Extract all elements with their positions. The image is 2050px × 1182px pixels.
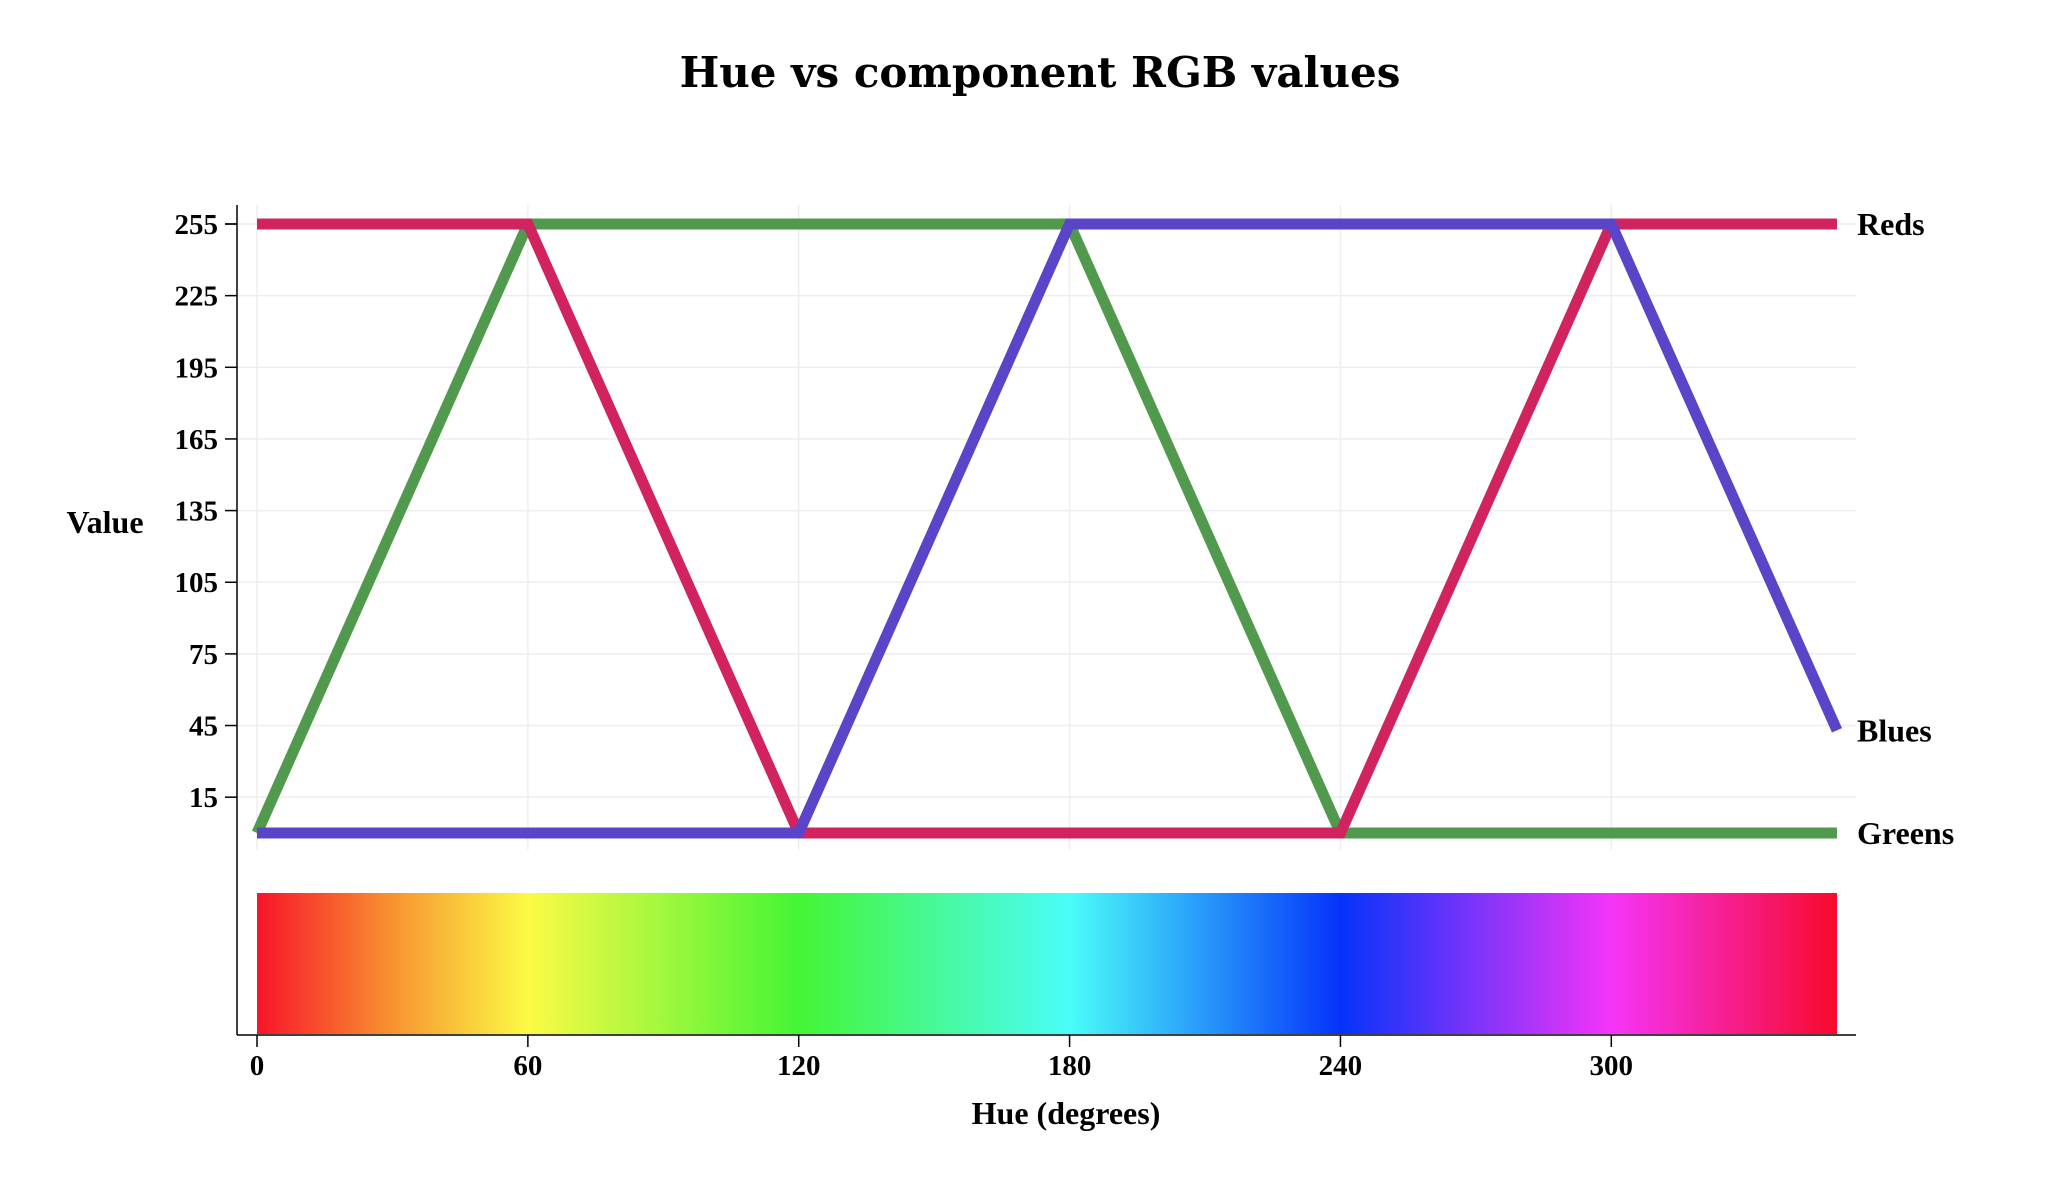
series-label-reds: Reds [1857, 206, 1925, 242]
x-tick-labels: 0 60 120 180 240 300 [250, 1050, 1633, 1082]
chart-title: Hue vs component RGB values [680, 48, 1401, 97]
y-tick-label: 45 [189, 711, 218, 743]
x-tick-label: 300 [1590, 1050, 1634, 1082]
y-tick-label: 165 [175, 424, 219, 456]
x-tick-label: 180 [1048, 1050, 1092, 1082]
hue-gradient-bar [257, 893, 1837, 1034]
x-tick-label: 240 [1319, 1050, 1363, 1082]
y-tick-labels: 15 45 75 105 135 165 195 225 255 [175, 209, 219, 814]
y-tick-label: 225 [175, 281, 219, 313]
y-tick-label: 75 [189, 639, 218, 671]
y-tick-label: 255 [175, 209, 219, 241]
series-labels: Reds Greens Blues [1857, 206, 1954, 851]
hue-gradient-rect [257, 893, 1837, 1034]
axes [225, 205, 1856, 1047]
y-tick-label: 15 [189, 782, 218, 814]
x-tick-label: 120 [777, 1050, 821, 1082]
series-lines [251, 218, 1843, 839]
series-label-blues: Blues [1857, 712, 1932, 748]
series-line-greens [251, 218, 1837, 839]
x-tick-label: 0 [250, 1050, 265, 1082]
y-axis-label: Value [66, 504, 143, 540]
y-tick-label: 195 [175, 352, 219, 384]
grid [237, 205, 1856, 850]
x-axis-label: Hue (degrees) [972, 1095, 1161, 1131]
series-line-blues [257, 218, 1843, 839]
y-tick-label: 135 [175, 496, 219, 528]
x-tick-label: 60 [513, 1050, 542, 1082]
y-tick-label: 105 [175, 567, 219, 599]
series-label-greens: Greens [1857, 815, 1954, 851]
series-line-reds [257, 218, 1837, 839]
